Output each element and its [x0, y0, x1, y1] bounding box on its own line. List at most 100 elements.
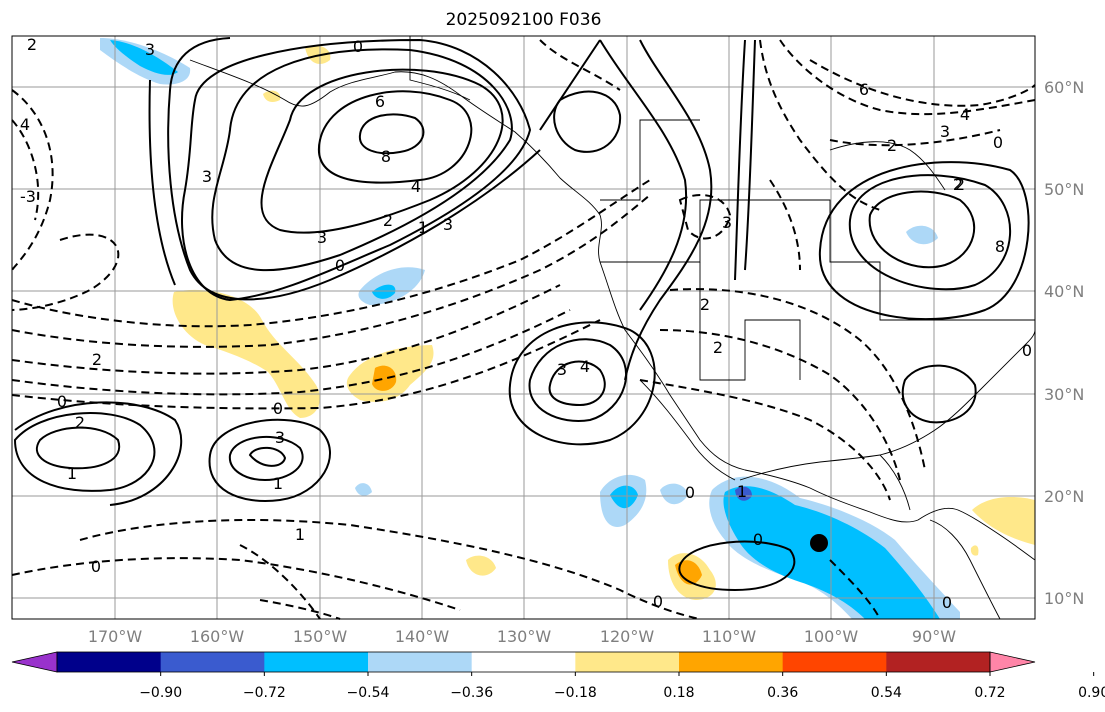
- contour-label: 0: [993, 133, 1003, 152]
- contour-label: 0: [57, 392, 67, 411]
- contour-label: 2: [953, 175, 963, 194]
- colorbar-tick-label: −0.18: [554, 685, 597, 701]
- contour-label: -3: [20, 187, 36, 206]
- contour-label: 3: [317, 228, 327, 247]
- colorbar-tick-label: 0.72: [974, 685, 1005, 701]
- contour-label: 1: [273, 474, 283, 493]
- contour-label: 1: [295, 525, 305, 544]
- lat-label: 60°N: [1044, 78, 1084, 97]
- contour-label: 2: [27, 35, 37, 54]
- lon-label: 160°W: [190, 627, 245, 646]
- contour-label: 8: [381, 147, 391, 166]
- lon-label: 100°W: [804, 627, 859, 646]
- shade-orange-baja: [675, 560, 702, 585]
- contour-label: 2: [75, 413, 85, 432]
- shaded-fields: [100, 38, 1035, 619]
- lon-label: 140°W: [395, 627, 450, 646]
- lat-label: 10°N: [1044, 589, 1084, 608]
- colorbar-bin: [471, 652, 576, 672]
- contour-label: 0: [653, 592, 663, 611]
- colorbar-ticks: −0.90 −0.72 −0.54 −0.36 −0.18 0.18 0.36 0.54 0.7…: [139, 672, 1105, 701]
- contour-label: 1: [67, 464, 77, 483]
- shade-purple-mexico: [735, 486, 752, 501]
- dashed-contours: [11, 39, 1036, 620]
- contour-label: 0: [335, 256, 345, 275]
- contour-label: 3: [145, 40, 155, 59]
- shade-yellow-gulf: [172, 289, 320, 418]
- contour-label: 3: [722, 213, 732, 232]
- shade-cyan-pac: [372, 284, 396, 299]
- colorbar-extend-high: [989, 651, 1036, 673]
- lat-label: 50°N: [1044, 180, 1084, 199]
- shade-yellow-gulfmex: [972, 497, 1035, 545]
- contour-label: 4: [580, 357, 590, 376]
- colorbar-tick-label: 0.36: [767, 685, 798, 701]
- colorbar-bin: [160, 652, 265, 672]
- contour-label: 2: [955, 175, 965, 194]
- colorbar-outline: [56, 651, 991, 673]
- colorbar-bin: [679, 652, 784, 672]
- colorbar-bin: [575, 652, 680, 672]
- lon-label: 90°W: [912, 627, 956, 646]
- shade-blue-small: [355, 483, 372, 496]
- colorbar: [11, 651, 1036, 673]
- map-title: 2025092100 F036: [445, 10, 602, 30]
- contour-label: 6: [375, 92, 385, 111]
- contour-label: 0: [1022, 341, 1032, 360]
- lon-label: 130°W: [497, 627, 552, 646]
- contour-label: 2: [92, 350, 102, 369]
- contour-label: 2: [383, 211, 393, 230]
- contour-label: 3: [443, 215, 453, 234]
- contour-label: 2: [713, 338, 723, 357]
- solid-contours: [13, 37, 1030, 592]
- shade-yellow-pac2: [263, 90, 281, 102]
- colorbar-bin: [57, 652, 162, 672]
- lat-label: 40°N: [1044, 282, 1084, 301]
- contour-label: 2: [887, 136, 897, 155]
- colorbar-bin: [782, 652, 887, 672]
- shade-cyan-mexico: [723, 486, 940, 619]
- colorbar-tick-label: 0.18: [663, 685, 694, 701]
- lat-label: 30°N: [1044, 385, 1084, 404]
- contour-label: 2: [700, 295, 710, 314]
- storm-center-marker: [810, 534, 828, 552]
- shade-orange-mid: [372, 365, 397, 391]
- gridlines: [12, 36, 1035, 619]
- colorbar-tick-label: 0.54: [871, 685, 902, 701]
- contour-label: 0: [685, 483, 695, 502]
- contour-label: 1: [737, 482, 747, 501]
- contour-label: 3: [940, 122, 950, 141]
- contour-label: 4: [960, 105, 970, 124]
- colorbar-tick-label: −0.90: [139, 685, 182, 701]
- lon-label: 170°W: [88, 627, 143, 646]
- colorbar-tick-label: −0.36: [450, 685, 493, 701]
- contour-label: 4: [411, 177, 421, 196]
- contour-label: 3: [275, 428, 285, 447]
- contour-label: 3: [202, 167, 212, 186]
- colorbar-extend-low: [11, 651, 58, 673]
- shade-cyan-w: [610, 485, 638, 509]
- colorbar-tick-label: 0.90: [1078, 685, 1105, 701]
- lat-axis: 60°N 50°N 40°N 30°N 20°N 10°N: [1044, 78, 1084, 608]
- contour-label: 1: [418, 218, 428, 237]
- contour-label: 6: [859, 80, 869, 99]
- lat-label: 20°N: [1044, 487, 1084, 506]
- shade-yellow-small: [970, 545, 979, 556]
- contour-label: 0: [91, 557, 101, 576]
- contour-label: 0: [753, 530, 763, 549]
- contour-label: 3: [557, 360, 567, 379]
- lon-label: 150°W: [293, 627, 348, 646]
- lon-label: 110°W: [702, 627, 757, 646]
- contour-label: 4: [20, 115, 30, 134]
- colorbar-tick-label: −0.72: [243, 685, 286, 701]
- lon-label: 120°W: [600, 627, 655, 646]
- shade-cyan-alaska: [110, 40, 178, 75]
- contour-label: 0: [942, 593, 952, 612]
- contour-label: 0: [353, 37, 363, 56]
- lon-axis: 170°W 160°W 150°W 140°W 130°W 120°W 110°…: [88, 627, 956, 646]
- contour-label: 8: [995, 237, 1005, 256]
- shade-blue-w2: [660, 483, 688, 505]
- colorbar-bin: [264, 652, 369, 672]
